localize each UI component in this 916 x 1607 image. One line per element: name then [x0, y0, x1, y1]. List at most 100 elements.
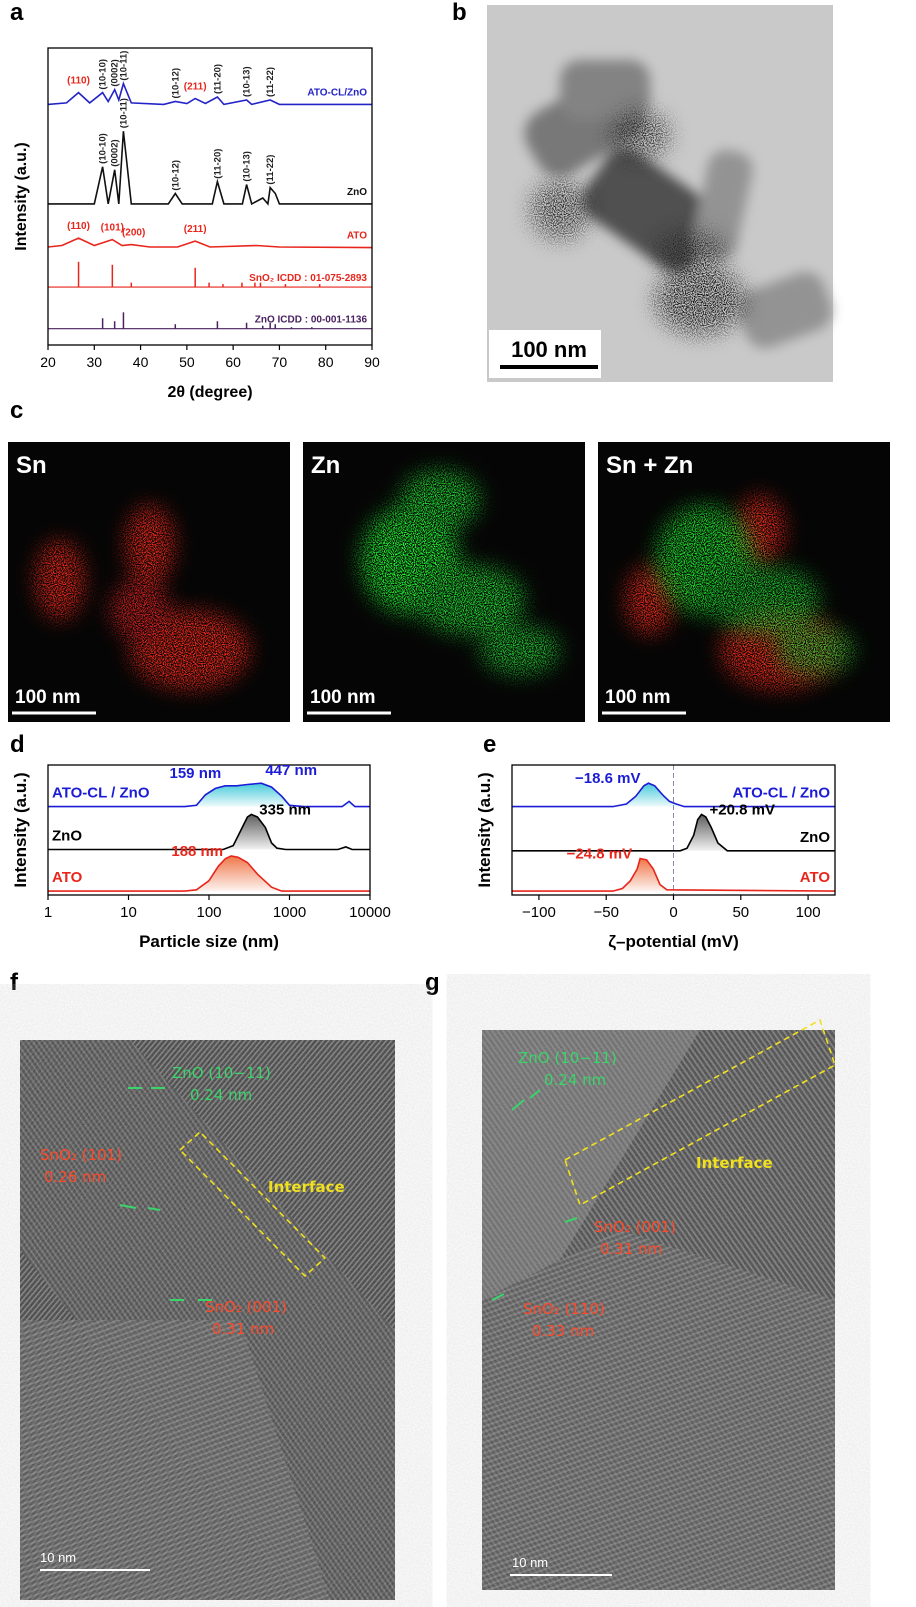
hrtem-image: ZnO (10−11) 0.24 nm SnO₂ (001) 0.31 nm S…	[482, 1018, 836, 1590]
map-title: Sn + Zn	[606, 452, 693, 479]
panel-label: f	[10, 969, 19, 996]
series-label: ATO-CL / ZnO	[52, 785, 150, 802]
peak-label: −18.6 mV	[575, 770, 640, 787]
peak-label: (10-10)	[98, 133, 109, 164]
line	[48, 782, 370, 808]
line	[47, 237, 373, 249]
lattice-spacing: 0.33 nm	[532, 1322, 594, 1340]
lattice-label: SnO₂ (001)	[205, 1298, 287, 1316]
lattice-spacing: 0.26 nm	[44, 1168, 106, 1186]
eds-map: Zn 100 nm	[303, 442, 585, 722]
scale-bar-label: 10 nm	[512, 1555, 548, 1570]
x-tick-label: 10	[120, 904, 137, 921]
peak-label: 335 nm	[259, 801, 311, 818]
panel-label: e	[483, 731, 496, 758]
line	[47, 81, 372, 106]
peak-label: (11-22)	[265, 67, 276, 97]
peak-label: (10-13)	[242, 66, 253, 97]
peak-label: (11-20)	[212, 149, 223, 179]
x-tick-label: 50	[179, 354, 195, 370]
peak-label: (110)	[67, 76, 90, 87]
x-tick-label: 100	[796, 904, 821, 921]
peak-label: −24.8 mV	[567, 846, 632, 863]
x-axis-label: ζ–potential (mV)	[608, 932, 739, 951]
peak-label: (200)	[122, 228, 145, 239]
x-tick-label: 70	[272, 354, 288, 370]
series-label: ATO	[800, 869, 831, 886]
peak-label: (11-22)	[265, 155, 276, 185]
x-tick-label: 80	[318, 354, 334, 370]
region-label: Interface	[696, 1154, 773, 1172]
eds-map: Sn + Zn 100 nm	[598, 442, 890, 722]
scale-bar-label: 100 nm	[310, 687, 375, 708]
scale-bar-label: 100 nm	[15, 687, 80, 708]
x-tick-label: 1000	[273, 904, 306, 921]
peak-label: (10-10)	[98, 59, 109, 90]
lattice-label: ZnO (10−11)	[518, 1049, 617, 1067]
panel-label: a	[10, 0, 24, 26]
x-tick-label: 10000	[349, 904, 391, 921]
peak-label: +20.8 mV	[709, 801, 774, 818]
area	[48, 856, 370, 892]
line	[512, 857, 836, 892]
x-tick-label: −100	[522, 904, 556, 921]
peak-label: (211)	[184, 224, 207, 235]
x-axis-label: Particle size (nm)	[139, 932, 279, 951]
y-axis-label: Intensity (a.u.)	[475, 772, 494, 887]
line	[48, 131, 372, 206]
peak-label: 188 nm	[171, 843, 223, 860]
series-label: ZnO	[347, 187, 367, 198]
line	[48, 813, 370, 851]
x-tick-label: 60	[225, 354, 241, 370]
lattice-spacing: 0.31 nm	[212, 1320, 274, 1338]
area	[48, 783, 370, 807]
tem-image: 100 nm	[487, 5, 833, 382]
lattice-label: SnO₂ (001)	[594, 1218, 676, 1236]
peak-label: (10-12)	[170, 160, 181, 191]
line	[512, 782, 835, 808]
lattice-spacing: 0.24 nm	[544, 1071, 606, 1089]
x-tick-label: 50	[732, 904, 749, 921]
series-label: ZnO ICDD : 00-001-1136	[255, 315, 368, 326]
region-label: Interface	[268, 1178, 345, 1196]
lattice-label: SnO₂ (101)	[40, 1146, 122, 1164]
x-tick-label: 40	[133, 354, 149, 370]
map-title: Zn	[311, 452, 340, 479]
lattice-spacing: 0.24 nm	[190, 1086, 252, 1104]
x-tick-label: 100	[196, 904, 221, 921]
series-label: ATO	[52, 869, 83, 886]
x-tick-label: 1	[44, 904, 52, 921]
series-label: ZnO	[52, 828, 82, 845]
lattice-label: ZnO (10−11)	[172, 1064, 271, 1082]
peak-label: (101)	[101, 223, 124, 234]
peak-label: (10-11)	[118, 98, 129, 128]
x-tick-label: 90	[364, 354, 380, 370]
map-title: Sn	[16, 452, 47, 479]
panel-label: g	[425, 969, 440, 996]
series-label: ATO-CL / ZnO	[733, 785, 831, 802]
peak-label: (10-12)	[170, 68, 181, 99]
eds-map: Sn 100 nm	[8, 442, 290, 722]
peak-label: (0002)	[110, 59, 121, 86]
peak-label: (0002)	[110, 139, 121, 166]
x-axis-label: 2θ (degree)	[167, 384, 252, 401]
scale-bar-label: 100 nm	[511, 337, 587, 362]
line	[512, 813, 835, 852]
peak-label: (10-13)	[242, 151, 253, 182]
x-tick-label: 0	[669, 904, 677, 921]
y-axis-label: Intensity (a.u.)	[13, 142, 30, 250]
peak-label: 447 nm	[265, 762, 317, 779]
plot-frame	[47, 47, 373, 346]
line	[48, 855, 370, 892]
series-label: SnO₂ ICDD : 01-075-2893	[249, 273, 367, 284]
x-tick-label: 20	[40, 354, 56, 370]
lattice-spacing: 0.31 nm	[600, 1240, 662, 1258]
lattice-label: SnO₂ (110)	[523, 1300, 605, 1318]
hrtem-image: ZnO (10−11) 0.24 nm SnO₂ (101) 0.26 nm S…	[20, 1040, 395, 1600]
peak-label: (10-11)	[118, 51, 129, 81]
panel-label: b	[452, 0, 467, 26]
y-axis-label: Intensity (a.u.)	[11, 772, 30, 887]
series-label: ATO-CL/ZnO	[307, 87, 367, 98]
peak-label: (110)	[67, 221, 90, 232]
